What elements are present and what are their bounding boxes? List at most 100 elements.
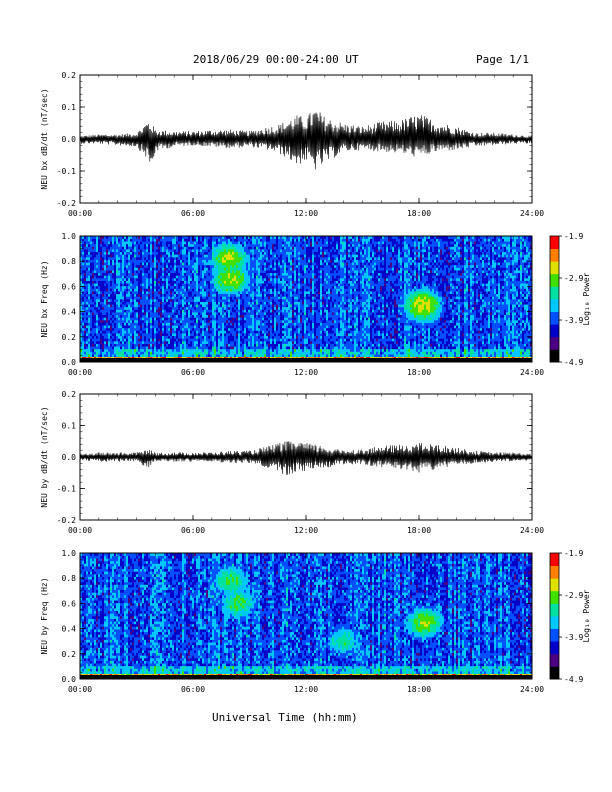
spectrogram-cell (190, 280, 193, 284)
spectrogram-cell (154, 257, 157, 260)
spectrogram-cell (96, 285, 99, 289)
spectrogram-cell (96, 317, 99, 321)
spectrogram-cell (252, 246, 255, 250)
spectrogram-cell (270, 325, 273, 329)
spectrogram-cell (198, 330, 201, 334)
spectrogram-cell (118, 296, 121, 300)
spectrogram-cell (136, 272, 139, 276)
spectrogram-cell (132, 327, 135, 331)
spectrogram-cell (274, 327, 277, 331)
spectrogram-cell (266, 320, 269, 323)
spectrogram-cell (90, 267, 93, 271)
spectrogram-cell (244, 238, 247, 242)
spectrogram-cell (260, 257, 263, 260)
spectrogram-cell (184, 338, 187, 342)
spectrogram-cell (180, 306, 183, 310)
spectrogram-cell (238, 288, 241, 292)
spectrogram-cell (186, 283, 189, 287)
spectrogram-cell (178, 280, 181, 284)
spectrogram-cell (242, 236, 245, 239)
spectrogram-cell (148, 322, 151, 326)
spectrogram-cell (162, 306, 165, 310)
spectrogram-cell (244, 293, 247, 297)
spectrogram-cell (114, 291, 117, 295)
spectrogram-cell (214, 241, 217, 245)
spectrogram-cell (240, 325, 243, 329)
spectrogram-cell (84, 249, 87, 253)
spectrogram-cell (206, 322, 209, 326)
spectrogram-cell (178, 327, 181, 331)
spectrogram-cell (104, 304, 107, 308)
spectrogram-cell (238, 354, 241, 358)
spectrogram-cell (86, 280, 89, 284)
spectrogram-cell (94, 309, 97, 313)
spectrogram-cell (180, 322, 183, 326)
spectrogram-cell (138, 333, 141, 337)
spectrogram-cell (260, 283, 263, 287)
spectrogram-cell (188, 257, 191, 260)
spectrogram-cell (238, 243, 241, 247)
spectrogram-cell (222, 304, 225, 308)
spectrogram-cell (240, 327, 243, 331)
spectrogram-cell (240, 272, 243, 276)
spectrogram-cell (194, 283, 197, 287)
spectrogram-cell (278, 291, 281, 295)
spectrogram-cell (212, 249, 215, 253)
spectrogram-cell (158, 275, 161, 279)
spectrogram-cell (176, 306, 179, 310)
spectrogram-cell (228, 314, 231, 318)
spectrogram-cell (154, 348, 157, 352)
spectrogram-cell (202, 236, 205, 239)
spectrogram-cell (198, 270, 201, 274)
spectrogram-cell (88, 293, 91, 297)
spectrogram-cell (128, 283, 131, 287)
spectrogram-cell (192, 288, 195, 292)
spectrogram-cell (96, 322, 99, 326)
spectrogram-cell (226, 283, 229, 287)
spectrogram-cell (234, 333, 237, 337)
spectrogram-cell (110, 327, 113, 331)
spectrogram-cell (140, 317, 143, 321)
spectrogram-cell (236, 354, 239, 358)
spectrogram-cell (120, 236, 123, 239)
spectrogram-cell (154, 354, 157, 358)
spectrogram-cell (204, 309, 207, 313)
spectrogram-cell (176, 343, 179, 347)
spectrogram-cell (100, 330, 103, 334)
spectrogram-cell (90, 317, 93, 321)
spectrogram-cell (196, 314, 199, 318)
spectrogram-cell (112, 249, 115, 253)
spectrogram-cell (210, 241, 213, 245)
spectrogram-cell (86, 288, 89, 292)
spectrogram-cell (82, 338, 85, 342)
spectrogram-cell (166, 249, 169, 253)
spectrogram-cell (162, 346, 165, 350)
spectrogram-cell (158, 280, 161, 284)
spectrogram-cell (264, 275, 267, 279)
spectrogram-cell (92, 333, 95, 337)
spectrogram-cell (184, 314, 187, 318)
spectrogram-cell (132, 335, 135, 339)
spectrogram-cell (204, 249, 207, 253)
spectrogram-cell (86, 264, 89, 268)
spectrogram-cell (156, 314, 159, 318)
spectrogram-cell (242, 241, 245, 245)
spectrogram-cell (122, 264, 125, 268)
spectrogram-cell (212, 320, 215, 323)
spectrogram-cell (268, 264, 271, 268)
spectrogram-cell (90, 322, 93, 326)
spectrogram-cell (122, 288, 125, 292)
spectrogram-cell (224, 246, 227, 250)
spectrogram-cell (90, 275, 93, 279)
spectrogram-cell (122, 254, 125, 258)
spectrogram-cell (186, 262, 189, 266)
spectrogram-cell (254, 264, 257, 268)
spectrogram-cell (140, 301, 143, 305)
spectrogram-cell (204, 264, 207, 268)
spectrogram-cell (240, 296, 243, 300)
spectrogram-cell (274, 291, 277, 295)
spectrogram-cell (178, 251, 181, 255)
spectrogram-cell (100, 257, 103, 260)
spectrogram-cell (250, 236, 253, 239)
spectrogram-cell (254, 343, 257, 347)
